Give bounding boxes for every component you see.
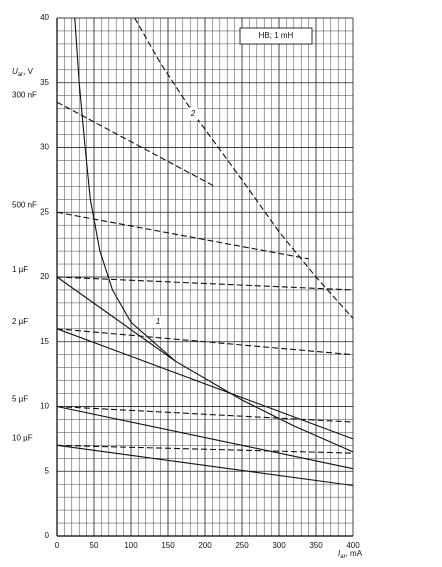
x-tick-label: 50 xyxy=(90,541,99,550)
series-line xyxy=(74,17,354,453)
capacitance-label: 5 µF xyxy=(12,395,28,404)
y-label-sub: ar xyxy=(18,72,23,78)
y-tick-label: 5 xyxy=(45,466,50,475)
x-tick-label: 300 xyxy=(272,541,286,550)
capacitance-label: 10 µF xyxy=(12,433,33,442)
y-tick-label: 35 xyxy=(40,78,49,87)
curve-label: 2 xyxy=(190,109,196,118)
x-tick-label: 350 xyxy=(309,541,323,550)
series-line xyxy=(56,328,354,356)
x-tick-label: 200 xyxy=(198,541,212,550)
series-line xyxy=(56,211,309,260)
legend-box xyxy=(239,27,313,45)
x-axis-label: Iar, mA xyxy=(338,549,363,559)
y-tick-label: 0 xyxy=(45,531,50,540)
x-label-symbol: I xyxy=(338,549,341,558)
series-line xyxy=(56,276,354,291)
series-line xyxy=(134,17,354,319)
y-tick-label: 40 xyxy=(40,13,49,22)
series-line xyxy=(56,444,354,454)
y-label-symbol: U xyxy=(12,67,18,76)
x-tick-label: 100 xyxy=(124,541,138,550)
series-line xyxy=(56,444,354,487)
capacitance-label: 300 nF xyxy=(12,90,37,99)
y-tick-label: 10 xyxy=(40,402,49,411)
y-tick-label: 20 xyxy=(40,272,49,281)
x-tick-label: 150 xyxy=(161,541,175,550)
x-tick-label: 250 xyxy=(235,541,249,550)
x-label-unit: , mA xyxy=(346,549,363,558)
x-tick-label: 0 xyxy=(55,541,60,550)
x-tick-label: 400 xyxy=(346,541,360,550)
curve-label-bg xyxy=(188,108,198,120)
capacitance-label: 1 µF xyxy=(12,265,28,274)
series-line xyxy=(56,276,176,362)
curve-label-bg xyxy=(153,316,163,328)
y-tick-label: 15 xyxy=(40,337,49,346)
y-tick-label: 30 xyxy=(40,143,49,152)
series-line xyxy=(56,405,354,470)
series-line xyxy=(56,405,354,423)
capacitance-label: 500 nF xyxy=(12,200,37,209)
y-label-unit: , V xyxy=(23,67,33,76)
y-axis-label: Uar, V xyxy=(12,67,34,77)
curve-label: 1 xyxy=(156,317,160,326)
capacitance-label: 2 µF xyxy=(12,317,28,326)
series-line xyxy=(56,328,354,440)
y-tick-label: 25 xyxy=(40,207,49,216)
x-label-sub: ar xyxy=(340,554,345,560)
legend-text: HB; 1 mH xyxy=(259,31,294,40)
series-line xyxy=(56,101,215,187)
